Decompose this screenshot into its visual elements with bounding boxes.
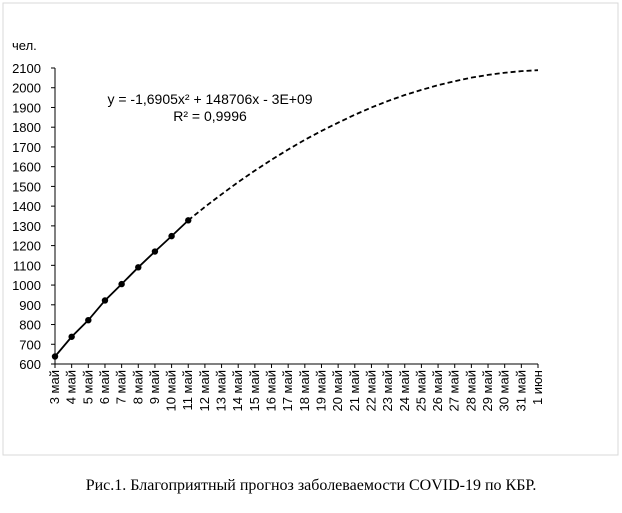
x-tick-label: 15 май	[247, 370, 262, 412]
x-tick-label: 14 май	[230, 370, 245, 412]
x-tick-label: 21 май	[347, 370, 362, 412]
x-tick-label: 8 май	[130, 370, 145, 404]
data-point	[135, 264, 142, 271]
data-point	[101, 297, 109, 304]
y-tick-label: 1100	[13, 258, 41, 273]
trend-line	[187, 69, 539, 222]
caption: Рис.1. Благоприятный прогноз заболеваемо…	[86, 477, 537, 494]
x-tick-label: 13 май	[214, 370, 229, 412]
x-tick-label: 4 май	[64, 370, 79, 404]
y-tick-label: 1000	[12, 278, 41, 293]
y-tick-label: 2100	[12, 61, 41, 76]
x-tick-label: 24 май	[397, 370, 412, 412]
x-tick-label: 12 май	[197, 370, 212, 412]
x-tick-label: 31 май	[513, 370, 528, 412]
x-tick-label: 27 май	[447, 370, 462, 412]
x-tick-label: 3 май	[47, 370, 62, 404]
data-point	[151, 248, 159, 255]
x-tick-label: 29 май	[480, 370, 495, 412]
y-tick-label: 900	[19, 298, 41, 313]
x-tick-label: 1 июн	[530, 370, 545, 405]
x-tick-label: 11 май	[180, 370, 195, 411]
x-tick-label: 20 май	[330, 370, 345, 412]
r-squared: R² = 0,9996	[173, 108, 247, 124]
y-tick-label: 1700	[12, 140, 41, 155]
x-tick-label: 22 май	[363, 370, 378, 412]
y-tick-label: 800	[19, 318, 41, 333]
x-tick-label: 23 май	[380, 370, 395, 412]
x-tick-label: 26 май	[430, 370, 445, 412]
trend-equation: y = -1,6905x² + 148706x - 3E+09	[107, 91, 312, 107]
data-point	[68, 333, 75, 340]
x-tick-label: 9 май	[147, 370, 162, 404]
chart-frame	[2, 2, 619, 456]
data-point	[168, 232, 175, 240]
y-tick-label: 1400	[12, 199, 41, 214]
y-tick-label: 1500	[12, 179, 41, 194]
y-tick-label: 2000	[12, 81, 41, 96]
x-tick-label: 19 май	[313, 370, 328, 412]
x-tick-label: 18 май	[297, 370, 312, 412]
x-tick-label: 28 май	[463, 370, 478, 412]
x-tick-label: 6 май	[97, 370, 112, 404]
x-tick-label: 10 май	[164, 370, 179, 412]
x-tick-label: 30 май	[497, 370, 512, 412]
data-point	[51, 353, 59, 360]
data-point	[85, 316, 92, 324]
x-tick-label: 7 май	[114, 370, 129, 404]
x-tick-label: 25 май	[413, 370, 428, 412]
x-tick-label: 5 май	[80, 370, 95, 404]
data-point	[118, 280, 125, 288]
y-tick-label: 1300	[12, 219, 41, 234]
x-tick-label: 16 май	[264, 370, 279, 412]
y-unit-label: чел.	[12, 38, 37, 53]
y-tick-label: 700	[19, 337, 41, 352]
y-tick-label: 1800	[12, 120, 41, 135]
y-tick-label: 1600	[12, 160, 41, 175]
y-tick-label: 1200	[12, 239, 41, 254]
y-tick-label: 1900	[12, 100, 41, 115]
x-tick-label: 17 май	[280, 370, 295, 412]
y-tick-label: 600	[19, 357, 41, 372]
